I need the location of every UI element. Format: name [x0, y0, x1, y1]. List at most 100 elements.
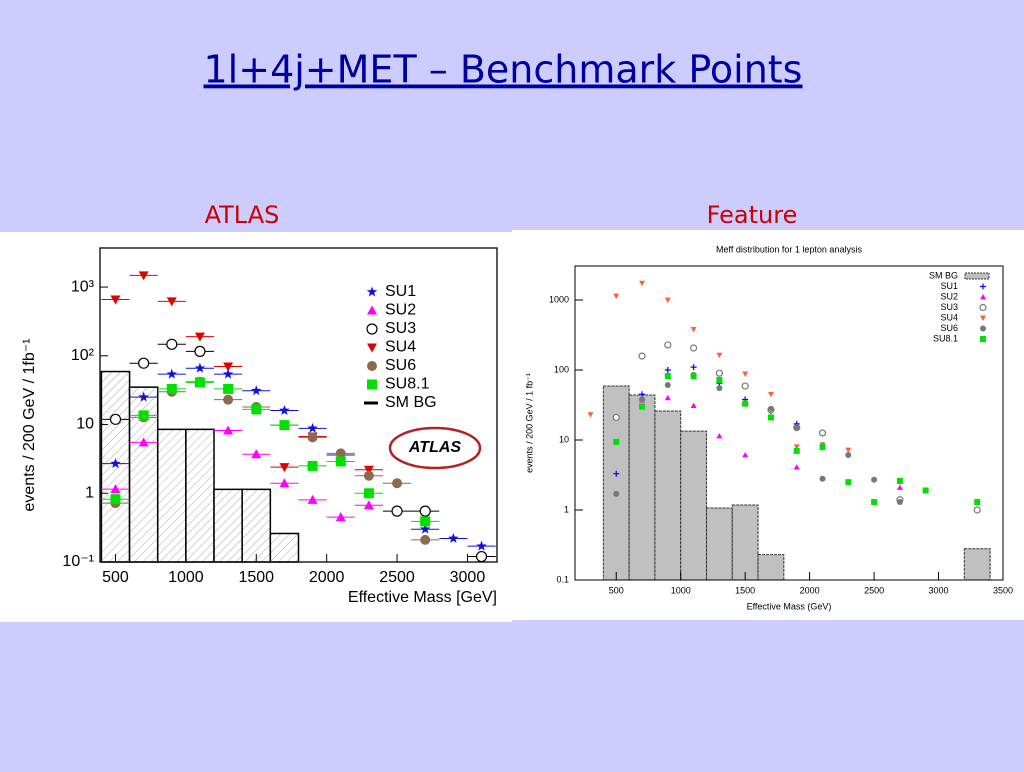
marker — [110, 295, 121, 305]
x-tick-label: 500 — [609, 585, 624, 595]
y-tick-label: 10 — [559, 434, 569, 444]
marker — [715, 369, 723, 377]
x-tick-label: 3000 — [450, 569, 486, 586]
marker — [716, 385, 723, 392]
marker — [664, 341, 672, 349]
marker — [742, 452, 749, 458]
legend-label: SU1 — [385, 283, 416, 300]
histogram-bar — [680, 430, 707, 581]
marker — [690, 364, 697, 371]
legend-label: SU1 — [940, 281, 958, 291]
marker — [420, 516, 431, 527]
slide-title: 1l+4j+MET – Benchmark Points — [204, 48, 803, 92]
marker — [194, 362, 206, 373]
histogram-bar — [269, 532, 300, 563]
marker — [223, 383, 234, 394]
marker — [871, 499, 878, 506]
marker — [845, 447, 852, 453]
marker — [818, 429, 827, 437]
marker — [138, 437, 149, 447]
caption: ATLAS — [205, 201, 280, 229]
x-tick-label: 1500 — [735, 585, 755, 595]
marker — [366, 286, 378, 297]
marker — [793, 424, 800, 431]
plot-frame — [99, 247, 498, 563]
marker — [476, 540, 487, 551]
marker — [793, 447, 800, 454]
legend-label: SU6 — [385, 357, 416, 374]
marker — [638, 352, 646, 360]
marker — [664, 394, 671, 401]
histogram-bar — [705, 507, 733, 581]
marker — [980, 283, 986, 290]
y-axis-label: events / 200 GeV / 1 fb⁻¹ — [524, 373, 534, 473]
marker — [979, 303, 987, 312]
marker — [110, 484, 121, 494]
marker — [896, 484, 903, 490]
marker — [109, 413, 122, 425]
y-tick-label: 10⁻¹ — [62, 553, 94, 570]
x-axis-label: Effective Mass [GeV] — [348, 589, 497, 606]
marker — [716, 433, 723, 439]
marker — [664, 382, 671, 389]
marker — [664, 297, 671, 304]
marker — [793, 464, 800, 470]
marker — [845, 452, 852, 459]
marker — [138, 391, 149, 402]
marker — [793, 444, 800, 450]
marker — [819, 444, 826, 451]
atlas-chart: ATLAS 500 1000 1500 2000 2500 3000 10⁻¹ 1 10 10² 10… — [21, 201, 498, 606]
marker — [980, 315, 986, 321]
x-axis-label: Effective Mass (GeV) — [747, 601, 832, 611]
marker — [307, 432, 318, 443]
histogram-bar — [185, 428, 215, 563]
feature-chart: Feature Meff distribution for 1 lepton an… — [524, 201, 1013, 611]
legend-label: SU6 — [940, 323, 958, 333]
marker — [980, 294, 986, 300]
marker — [335, 512, 346, 522]
y-tick-label: 10 — [76, 416, 94, 433]
marker — [367, 361, 377, 371]
marker — [223, 425, 234, 435]
marker — [896, 499, 903, 506]
x-tick-label: 1000 — [671, 585, 691, 595]
marker — [138, 271, 149, 281]
marker — [742, 400, 749, 407]
marker — [980, 325, 986, 332]
marker — [222, 368, 234, 379]
legend-swatch — [964, 272, 990, 280]
legend-label: SM BG — [385, 394, 437, 411]
y-tick-label: 10³ — [71, 278, 95, 295]
marker — [363, 488, 374, 499]
marker — [639, 396, 646, 403]
marker — [587, 412, 594, 418]
marker — [639, 403, 646, 410]
histogram-bar — [156, 428, 187, 563]
marker — [974, 499, 981, 506]
x-tick-label: 2500 — [864, 585, 884, 595]
marker — [448, 532, 459, 543]
marker — [307, 422, 318, 433]
x-tick-label: 1500 — [238, 569, 274, 586]
marker — [690, 373, 697, 380]
marker — [819, 475, 826, 482]
marker — [392, 478, 403, 489]
x-tick-label: 2000 — [309, 569, 345, 586]
marker — [664, 367, 671, 373]
marker — [251, 449, 262, 459]
marker — [166, 338, 178, 350]
marker — [363, 470, 374, 481]
legend-label: SU4 — [385, 339, 416, 356]
marker — [391, 505, 403, 517]
x-tick-label: 1000 — [168, 569, 204, 586]
y-tick-label: 1000 — [549, 294, 569, 304]
marker — [279, 478, 290, 488]
marker — [166, 297, 177, 307]
y-axis-label: events / 200 GeV / 1fb⁻¹ — [21, 339, 38, 512]
marker — [871, 476, 878, 483]
histogram-bar — [757, 554, 785, 581]
marker — [639, 280, 646, 287]
marker — [767, 391, 774, 398]
histogram-bar — [628, 394, 656, 581]
histogram-bar — [654, 410, 682, 581]
